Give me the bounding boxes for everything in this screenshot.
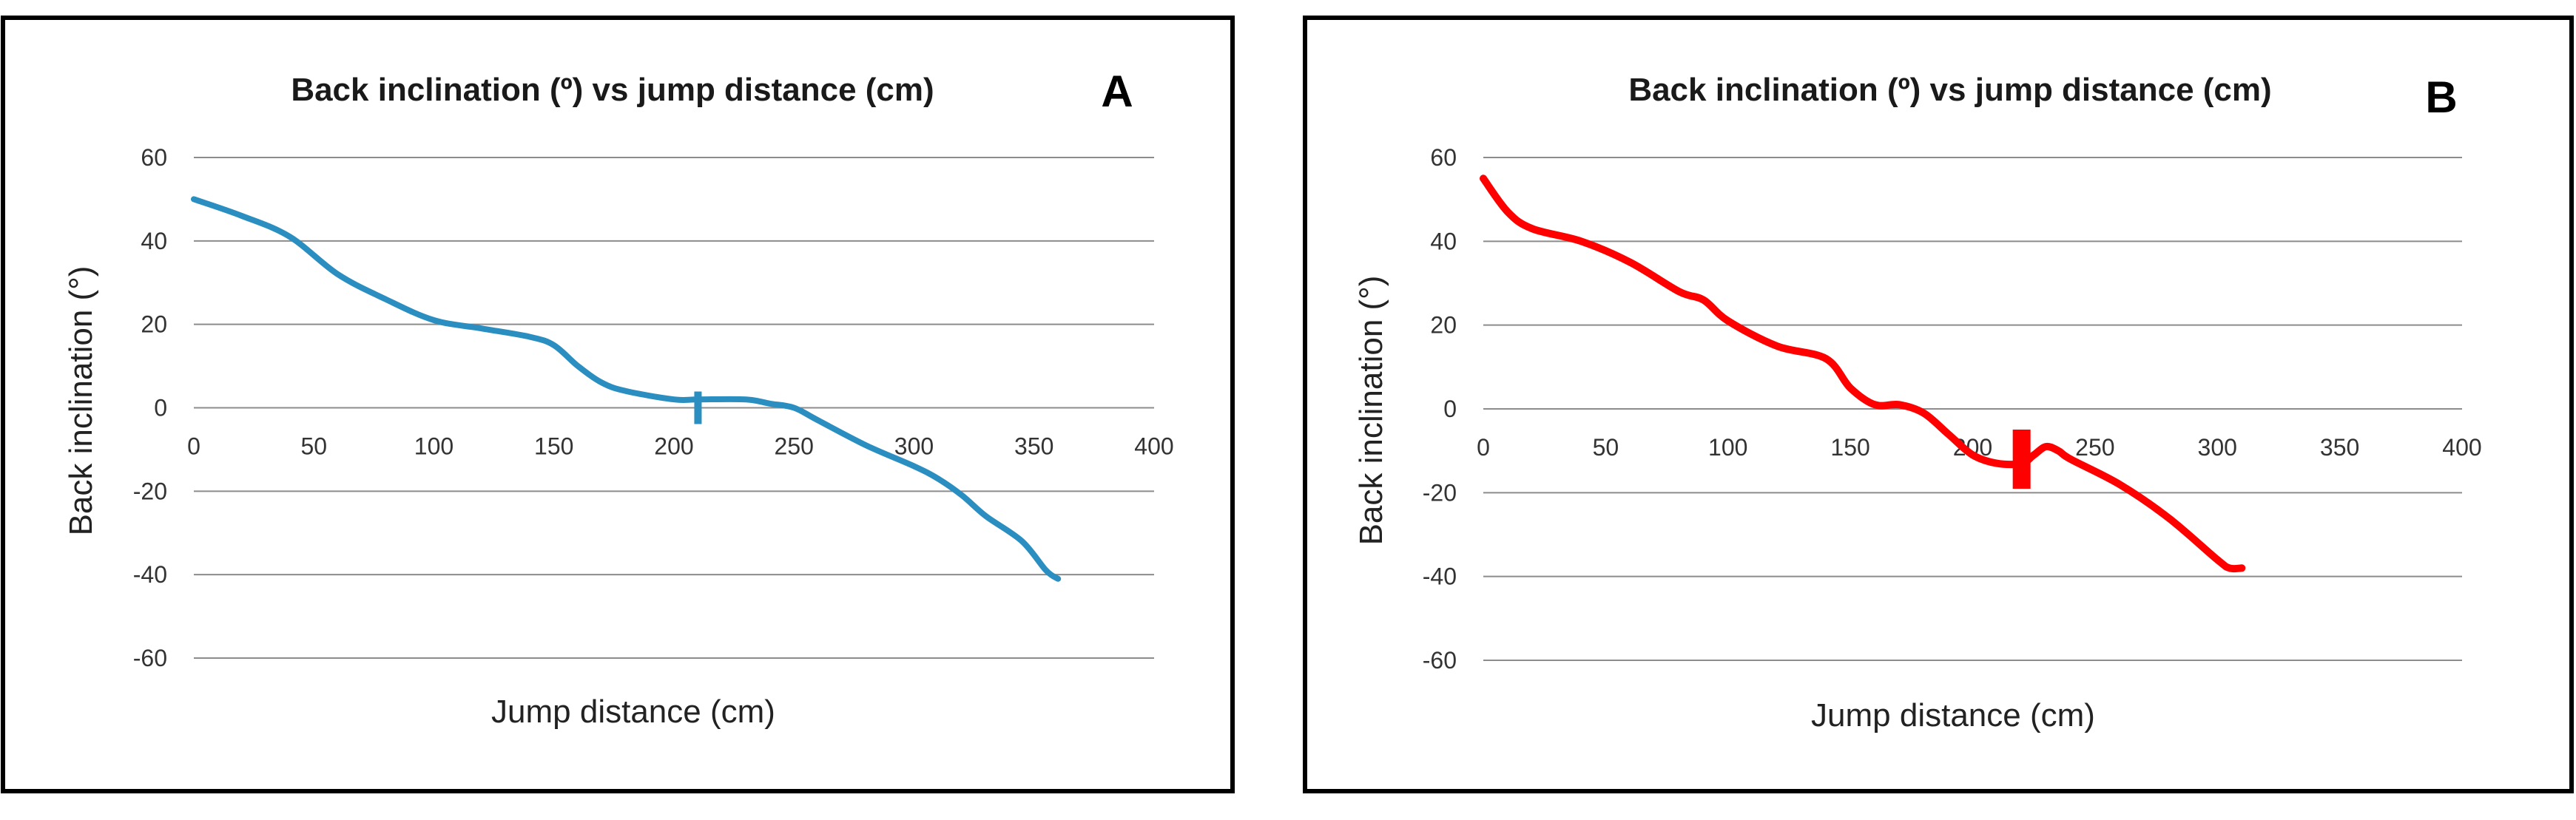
x-tick-label: 50 bbox=[1593, 434, 1619, 461]
event-marker bbox=[694, 391, 702, 424]
y-tick-label: -60 bbox=[133, 645, 167, 671]
panel-b: Back inclination (º) vs jump distance (c… bbox=[1303, 16, 2574, 793]
y-tick-label: 60 bbox=[141, 144, 167, 171]
series-line bbox=[191, 196, 1062, 582]
chart-title: Back inclination (º) vs jump distance (c… bbox=[1628, 72, 2271, 108]
panel-label: A bbox=[1101, 67, 1133, 116]
panel-a: Back inclination (º) vs jump distance (c… bbox=[1, 16, 1235, 793]
panel-label: B bbox=[2425, 72, 2457, 122]
y-axis-label: Back inclination (°) bbox=[1353, 276, 1389, 546]
y-tick-label: -40 bbox=[133, 561, 167, 588]
y-tick-label: 0 bbox=[154, 395, 167, 421]
x-tick-label: 350 bbox=[2320, 434, 2359, 461]
x-tick-label: 350 bbox=[1014, 433, 1053, 460]
y-tick-label: -20 bbox=[133, 478, 167, 504]
y-tick-label: 40 bbox=[141, 228, 167, 254]
chart-title: Back inclination (º) vs jump distance (c… bbox=[291, 72, 934, 108]
y-tick-label: 20 bbox=[1430, 312, 1457, 339]
x-tick-label: 0 bbox=[187, 433, 200, 460]
x-tick-label: 250 bbox=[775, 433, 814, 460]
y-tick-label: -40 bbox=[1423, 563, 1457, 590]
panel-b-frame bbox=[1303, 16, 2574, 793]
series-line bbox=[1480, 174, 2246, 573]
x-tick-label: 100 bbox=[1708, 434, 1747, 461]
y-tick-label: 40 bbox=[1430, 228, 1457, 254]
x-tick-labels: 0 50 100 150 200 250 300 350 400 bbox=[187, 433, 1174, 460]
x-tick-label: 0 bbox=[1477, 434, 1490, 461]
x-tick-labels: 0 50 100 150 200 250 300 350 400 bbox=[1477, 434, 2482, 461]
x-tick-label: 300 bbox=[2198, 434, 2237, 461]
y-axis-label: Back inclination (°) bbox=[63, 266, 99, 536]
panel-a-frame bbox=[1, 16, 1235, 793]
gridlines bbox=[1483, 157, 2462, 661]
x-tick-label: 400 bbox=[2442, 434, 2481, 461]
x-tick-label: 400 bbox=[1134, 433, 1173, 460]
y-tick-label: 0 bbox=[1443, 396, 1457, 422]
event-marker bbox=[2012, 430, 2031, 489]
x-tick-label: 250 bbox=[2075, 434, 2114, 461]
x-tick-label: 300 bbox=[894, 433, 934, 460]
x-tick-label: 100 bbox=[414, 433, 454, 460]
x-tick-label: 200 bbox=[654, 433, 693, 460]
x-axis-label: Jump distance (cm) bbox=[1811, 697, 2095, 733]
y-tick-labels: 60 40 20 0 -20 -40 -60 bbox=[1423, 144, 1457, 674]
x-tick-label: 50 bbox=[300, 433, 327, 460]
x-tick-label: 150 bbox=[534, 433, 573, 460]
y-tick-labels: 60 40 20 0 -20 -40 -60 bbox=[133, 144, 167, 671]
y-tick-label: 20 bbox=[141, 311, 167, 338]
y-tick-label: -20 bbox=[1423, 479, 1457, 506]
y-tick-label: -60 bbox=[1423, 647, 1457, 674]
gridlines bbox=[194, 157, 1154, 659]
x-axis-label: Jump distance (cm) bbox=[491, 694, 775, 730]
x-tick-label: 150 bbox=[1830, 434, 1869, 461]
y-tick-label: 60 bbox=[1430, 144, 1457, 171]
